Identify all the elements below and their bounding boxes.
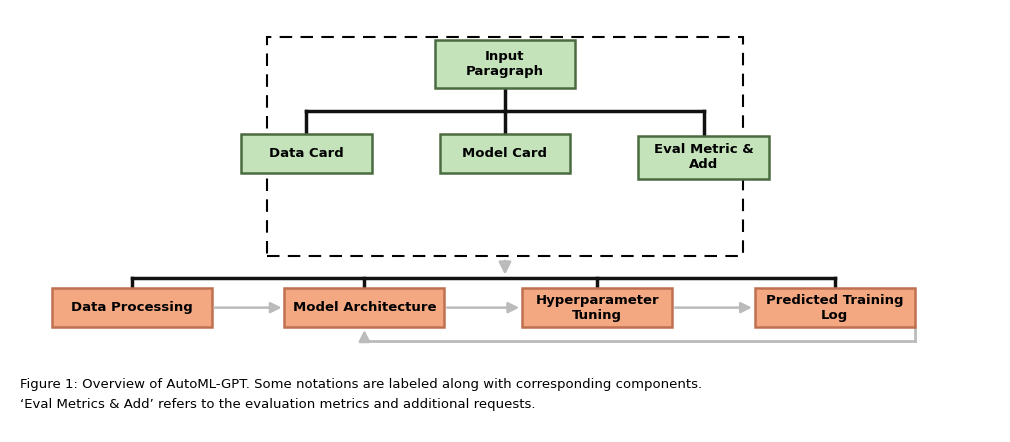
Text: ‘Eval Metrics & Add’ refers to the evaluation metrics and additional requests.: ‘Eval Metrics & Add’ refers to the evalu… (20, 398, 535, 411)
FancyBboxPatch shape (522, 288, 673, 327)
FancyBboxPatch shape (754, 288, 915, 327)
FancyBboxPatch shape (52, 288, 212, 327)
Text: Eval Metric &
Add: Eval Metric & Add (653, 143, 753, 171)
FancyBboxPatch shape (638, 136, 770, 179)
Text: Data Processing: Data Processing (71, 301, 193, 314)
Text: Figure 1: Overview of AutoML-GPT. Some notations are labeled along with correspo: Figure 1: Overview of AutoML-GPT. Some n… (20, 378, 702, 391)
Text: Predicted Training
Log: Predicted Training Log (766, 293, 903, 322)
Text: Hyperparameter
Tuning: Hyperparameter Tuning (535, 293, 659, 322)
Text: Input
Paragraph: Input Paragraph (466, 50, 544, 78)
FancyBboxPatch shape (285, 288, 444, 327)
Text: Model Card: Model Card (463, 147, 547, 160)
Text: Data Card: Data Card (269, 147, 343, 160)
Text: Model Architecture: Model Architecture (293, 301, 436, 314)
FancyBboxPatch shape (240, 134, 372, 173)
FancyBboxPatch shape (434, 40, 576, 88)
FancyBboxPatch shape (439, 134, 571, 173)
